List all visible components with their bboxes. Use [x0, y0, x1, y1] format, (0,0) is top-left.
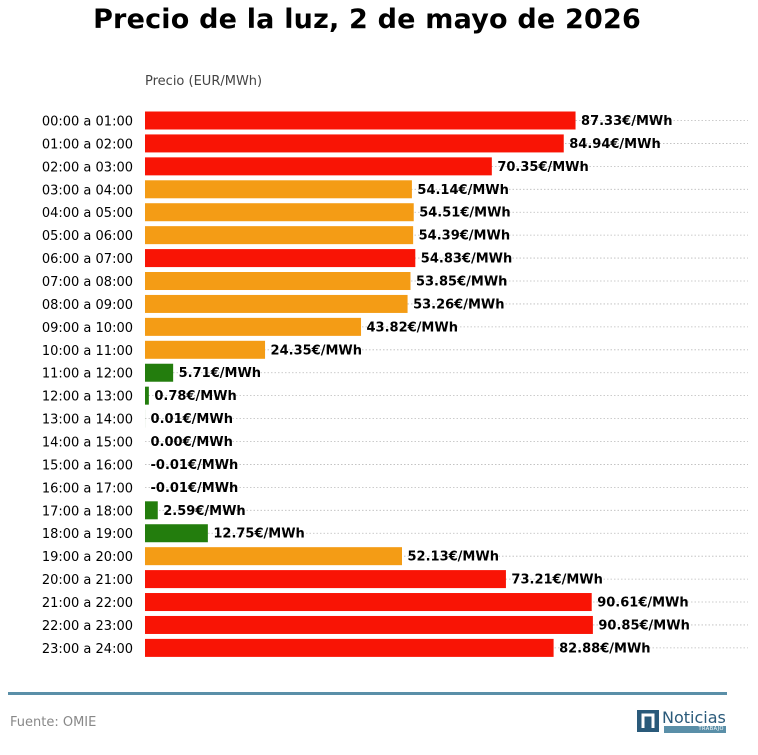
value-label: 70.35€/MWh	[497, 160, 588, 175]
category-label: 01:00 a 02:00	[42, 137, 133, 152]
value-label: 5.71€/MWh	[179, 366, 261, 381]
category-label: 07:00 a 08:00	[42, 275, 133, 290]
value-label: 0.00€/MWh	[151, 435, 233, 450]
bar	[145, 386, 149, 405]
category-label: 06:00 a 07:00	[42, 252, 133, 267]
noticias-trabajo-logo: Noticias TRABAJO	[637, 708, 729, 735]
category-label: 00:00 a 01:00	[42, 115, 133, 130]
bar	[145, 547, 402, 566]
category-label: 21:00 a 22:00	[42, 596, 133, 611]
value-label: 90.85€/MWh	[598, 618, 689, 633]
category-label: 03:00 a 04:00	[42, 183, 133, 198]
value-label: 0.01€/MWh	[151, 412, 233, 427]
value-label: 52.13€/MWh	[408, 550, 499, 565]
category-label: 11:00 a 12:00	[42, 367, 133, 382]
value-label: 90.61€/MWh	[597, 596, 688, 611]
value-label: 82.88€/MWh	[559, 641, 650, 656]
value-label: 84.94€/MWh	[569, 137, 660, 152]
bar	[145, 363, 174, 382]
chart-title: Precio de la luz, 2 de mayo de 2026	[93, 4, 641, 35]
bar	[145, 524, 208, 543]
bar	[145, 294, 408, 313]
value-label: 2.59€/MWh	[163, 504, 245, 519]
category-label: 05:00 a 06:00	[42, 229, 133, 244]
bar	[145, 180, 412, 199]
bar	[145, 501, 158, 520]
category-labels: 00:00 a 01:00 01:00 a 02:00 02:00 a 03:00 0…	[42, 115, 133, 657]
category-label: 13:00 a 14:00	[42, 413, 133, 428]
x-axis-label: Precio (EUR/MWh)	[145, 74, 263, 89]
category-label: 17:00 a 18:00	[42, 504, 133, 519]
category-label: 19:00 a 20:00	[42, 550, 133, 565]
category-label: 02:00 a 03:00	[42, 160, 133, 175]
logo-wordmark: Noticias	[662, 708, 726, 727]
value-label: 0.78€/MWh	[154, 389, 236, 404]
value-label: 53.85€/MWh	[416, 275, 507, 290]
value-labels: 87.33€/MWh 84.94€/MWh 70.35€/MWh 54.14€/MWh…	[151, 114, 690, 656]
bar	[145, 226, 414, 245]
value-label: 54.51€/MWh	[419, 206, 510, 221]
category-label: 04:00 a 05:00	[42, 206, 133, 221]
category-label: 10:00 a 11:00	[42, 344, 133, 359]
value-label: 43.82€/MWh	[367, 320, 458, 335]
category-label: 09:00 a 10:00	[42, 321, 133, 336]
value-label: 53.26€/MWh	[413, 297, 504, 312]
value-label: 54.83€/MWh	[421, 252, 512, 267]
bar	[145, 317, 362, 336]
category-label: 16:00 a 17:00	[42, 481, 133, 496]
bar	[145, 111, 576, 130]
value-label: -0.01€/MWh	[151, 458, 239, 473]
source-note: Fuente: OMIE	[10, 715, 97, 730]
bar-chart: 00:00 a 01:00 01:00 a 02:00 02:00 a 03:00 0…	[42, 111, 748, 657]
value-label: -0.01€/MWh	[151, 481, 239, 496]
category-label: 08:00 a 09:00	[42, 298, 133, 313]
category-label: 15:00 a 16:00	[42, 458, 133, 473]
value-label: 87.33€/MWh	[581, 114, 672, 129]
value-label: 54.14€/MWh	[417, 183, 508, 198]
category-label: 12:00 a 13:00	[42, 390, 133, 405]
category-label: 23:00 a 24:00	[42, 642, 133, 657]
category-label: 14:00 a 15:00	[42, 436, 133, 451]
footer-divider	[8, 692, 727, 695]
bar	[145, 570, 506, 589]
category-label: 22:00 a 23:00	[42, 619, 133, 634]
bars	[145, 111, 593, 657]
bar	[145, 615, 593, 634]
bar	[145, 249, 416, 268]
category-label: 18:00 a 19:00	[42, 527, 133, 542]
gridlines	[145, 120, 748, 649]
bar	[145, 157, 492, 176]
value-label: 24.35€/MWh	[271, 343, 362, 358]
value-label: 73.21€/MWh	[511, 573, 602, 588]
bar	[145, 593, 592, 612]
logo-subtitle: TRABAJO	[664, 726, 726, 733]
value-label: 54.39€/MWh	[419, 229, 510, 244]
bar	[145, 203, 414, 222]
value-label: 12.75€/MWh	[213, 527, 304, 542]
bar	[145, 134, 564, 153]
bar	[145, 340, 266, 359]
bar	[145, 638, 554, 657]
category-label: 20:00 a 21:00	[42, 573, 133, 588]
bar	[145, 272, 411, 291]
logo-mark-icon	[637, 710, 659, 732]
